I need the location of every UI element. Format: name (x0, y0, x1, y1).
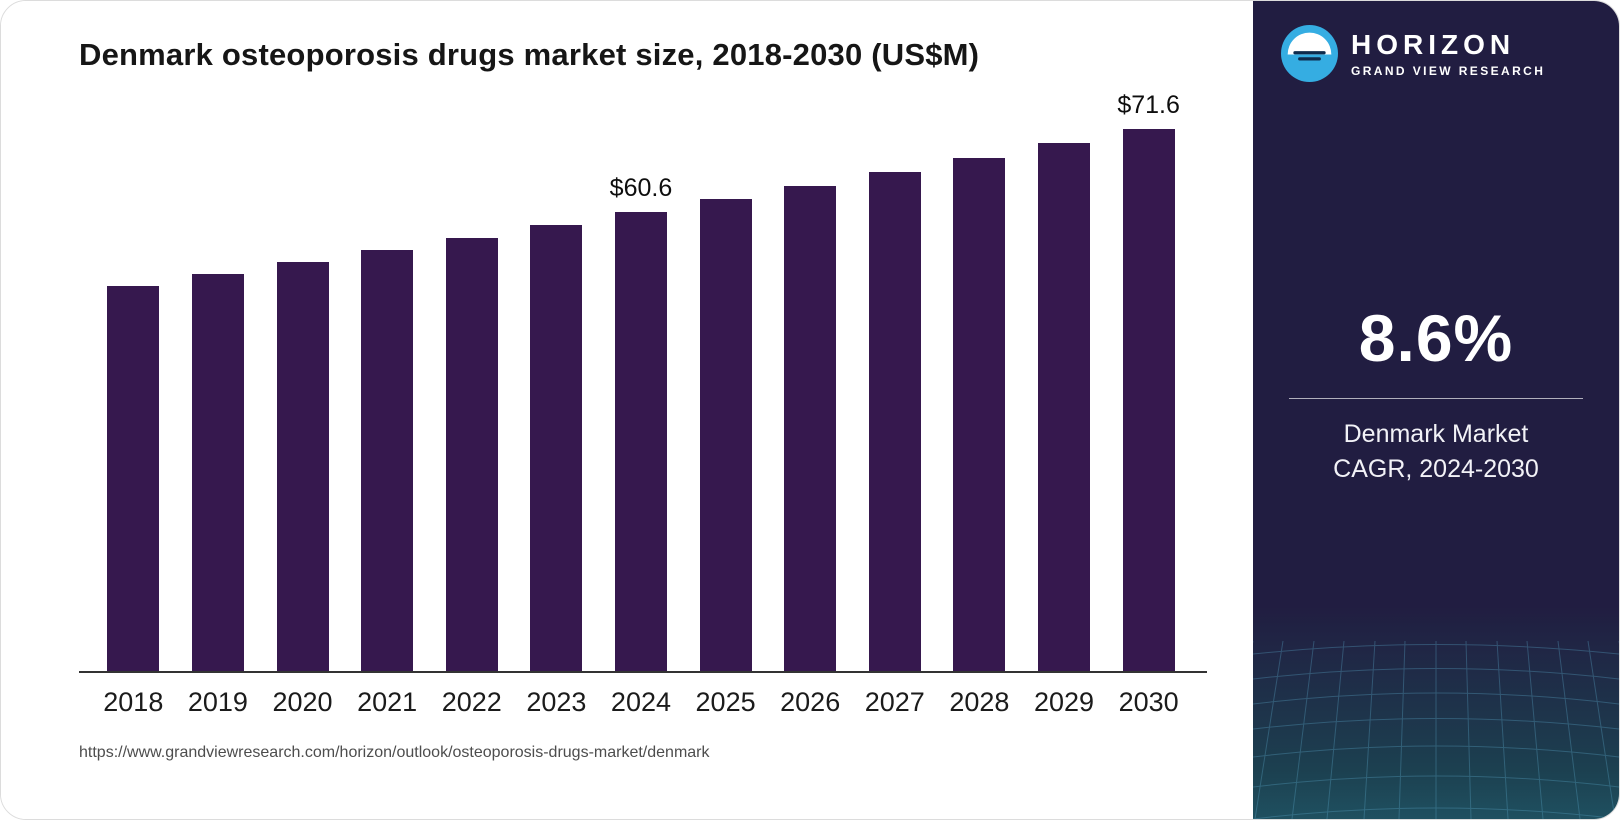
cagr-label-line1: Denmark Market (1343, 420, 1529, 448)
bar-column-2022 (429, 103, 514, 671)
bar-column-2021 (345, 103, 430, 671)
bar-2023 (530, 224, 583, 671)
bar-column-2030: $71.6 (1106, 91, 1191, 671)
x-axis-labels: 2018 2019 2020 2021 2022 2023 2024 2025 2026 2027… (79, 687, 1207, 718)
x-tick-2022: 2022 (441, 687, 502, 717)
bar-2021 (361, 249, 414, 671)
x-tick-2018: 2018 (103, 687, 164, 717)
x-tick-2027: 2027 (864, 687, 925, 717)
brand-name: HORIZON (1351, 29, 1516, 60)
bar-column-2025 (683, 103, 768, 671)
bar-2018 (107, 285, 160, 671)
x-tick-2019: 2019 (187, 687, 248, 717)
bar-column-2020 (260, 103, 345, 671)
x-tick-2025: 2025 (695, 687, 756, 717)
bar-2029 (1038, 143, 1090, 671)
wireframe-mesh-decoration (1253, 640, 1619, 819)
horizon-logo-icon (1281, 25, 1338, 82)
bar-column-2028 (937, 103, 1022, 671)
x-tick-2028: 2028 (949, 687, 1010, 717)
divider (1289, 398, 1583, 399)
sidebar: HORIZON GRAND VIEW RESEARCH 8.6% Denmark… (1253, 1, 1619, 819)
x-tick-2026: 2026 (780, 687, 841, 717)
bar-2025 (699, 199, 752, 671)
bar-column-2023 (514, 103, 599, 671)
bar-2030: $71.6 (1117, 91, 1180, 671)
brand-text: HORIZON GRAND VIEW RESEARCH (1351, 29, 1545, 78)
bar-2024: $60.6 (610, 174, 672, 671)
bar-2019 (191, 274, 244, 671)
cagr-value: 8.6% (1358, 301, 1514, 375)
bar-2022 (445, 237, 498, 671)
bar-2027 (868, 171, 921, 671)
bar-chart: $60.6 $71.6 (79, 91, 1207, 673)
x-tick-2020: 2020 (272, 687, 333, 717)
bar-column-2018 (91, 103, 176, 671)
bar-column-2019 (176, 103, 261, 671)
x-tick-2030: 2030 (1118, 687, 1179, 717)
data-label-2024: $60.6 (609, 174, 673, 203)
brand: HORIZON GRAND VIEW RESEARCH (1281, 25, 1619, 82)
brand-subtitle: GRAND VIEW RESEARCH (1351, 64, 1546, 78)
bar-column-2029 (1022, 103, 1107, 671)
bar-2020 (276, 262, 329, 671)
x-tick-2023: 2023 (526, 687, 587, 717)
bar-column-2024: $60.6 (599, 103, 684, 671)
cagr-stat: 8.6% Denmark Market CAGR, 2024-2030 (1253, 300, 1619, 487)
bar-column-2026 (768, 103, 853, 671)
data-label-2030: $71.6 (1117, 90, 1180, 119)
chart-title: Denmark osteoporosis drugs market size, … (79, 37, 980, 72)
bar-column-2027 (852, 103, 937, 671)
x-tick-2024: 2024 (610, 687, 671, 717)
x-tick-2029: 2029 (1033, 687, 1095, 717)
bar-2028 (953, 157, 1006, 671)
source-url: https://www.grandviewresearch.com/horizo… (79, 744, 710, 761)
x-tick-2021: 2021 (357, 687, 418, 717)
cagr-label-line2: CAGR, 2024-2030 (1333, 455, 1539, 483)
bar-2026 (784, 185, 837, 671)
chart-panel: Denmark osteoporosis drugs market size, … (1, 1, 1253, 819)
